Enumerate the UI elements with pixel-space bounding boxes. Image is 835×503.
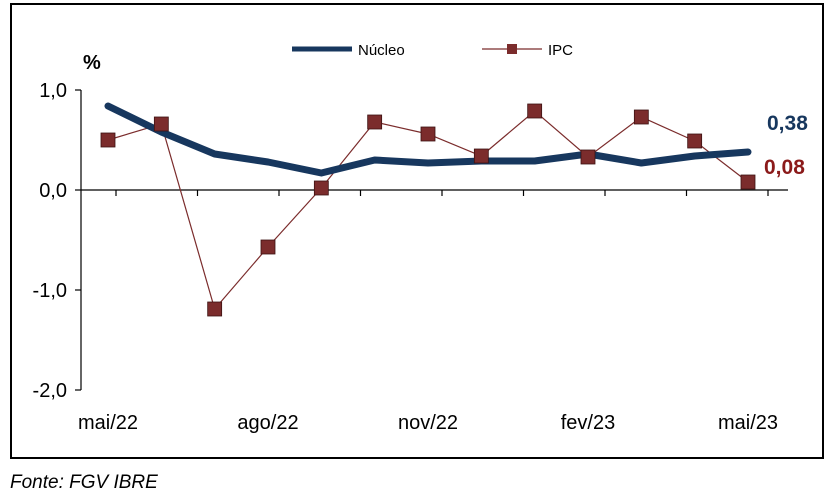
line-chart: 1,0 0,0 -1,0 -2,0 mai/22 ago/22 nov/22 fev/23 ma… [33,42,809,434]
ipc-point [100,132,116,148]
chart-frame: 1,0 0,0 -1,0 -2,0 mai/22 ago/22 nov/22 fev/23 ma… [10,3,824,459]
ipc-point [633,109,649,125]
y-tick-label: -1,0 [33,280,67,302]
ipc-point [473,148,489,164]
ipc-point [527,103,543,119]
y-axis-unit: % [83,52,101,74]
x-tick-label: mai/22 [78,412,138,434]
x-tick-label: ago/22 [237,412,298,434]
legend-label-ipc: IPC [548,42,573,59]
ipc-point [687,133,703,149]
ipc-point [580,149,596,165]
ipc-point [207,301,223,317]
x-tick-label: nov/22 [398,412,458,434]
series-line-nucleo [104,102,752,177]
x-tick-label: mai/23 [718,412,778,434]
y-tick-label: 1,0 [39,80,67,102]
ipc-point [420,126,436,142]
legend-swatch-ipc-marker [507,44,517,54]
y-tick-label: 0,0 [39,180,67,202]
ipc-point [153,116,169,132]
end-label-nucleo: 0,38 [767,112,808,135]
ipc-point [313,180,329,196]
legend-label-nucleo: Núcleo [358,42,405,59]
x-tick-label: fev/23 [561,412,615,434]
end-label-ipc: 0,08 [764,156,805,179]
y-tick-label: -2,0 [33,380,67,402]
ipc-point [260,239,276,255]
source-note: Fonte: FGV IBRE [10,472,158,493]
ipc-point [367,114,383,130]
ipc-point [740,174,756,190]
